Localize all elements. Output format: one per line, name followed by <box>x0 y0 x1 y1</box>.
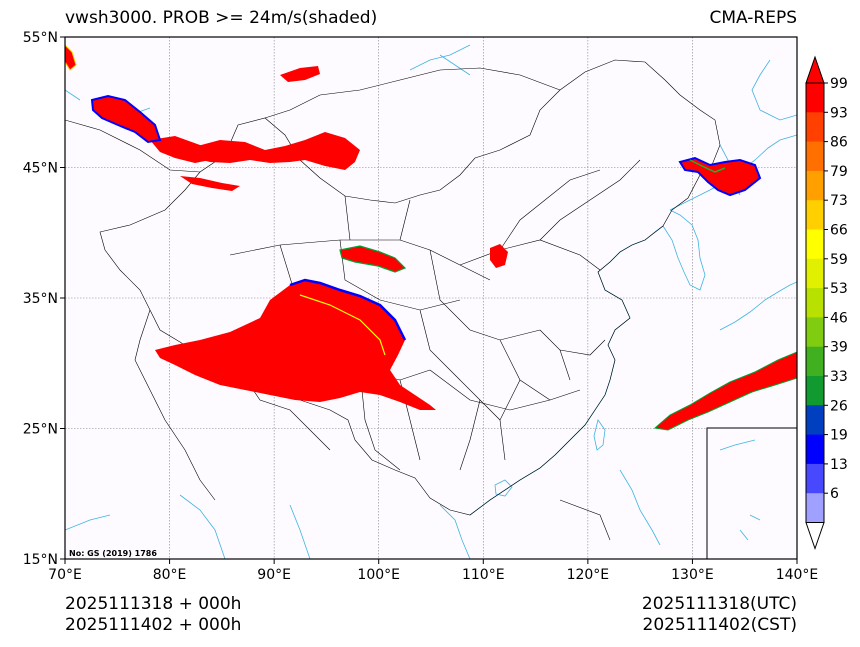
shade-kazakh <box>90 94 162 144</box>
shade-kaz-band <box>180 176 240 191</box>
init-time-block: 2025111318 + 000h 2025111402 + 000h <box>65 594 241 636</box>
init-time-cst: 2025111402 + 000h <box>65 615 242 635</box>
model-name: CMA-REPS <box>709 8 797 28</box>
colorbar-label: 53 <box>830 281 848 297</box>
coastline-hainan <box>494 479 513 497</box>
colorbar-segment <box>806 317 824 348</box>
colorbar-label: 13 <box>830 457 848 473</box>
colorbar-segment <box>806 83 824 113</box>
colorbar-label: 33 <box>830 369 848 385</box>
colorbar-label: 93 <box>830 105 848 121</box>
shade-qaidam <box>339 245 407 273</box>
colorbar-segment <box>806 200 824 230</box>
map-approval-number: No: GS (2019) 1786 <box>69 549 157 558</box>
colorbar: 99 93 86 79 73 66 59 53 46 39 33 26 19 13 6 <box>805 55 848 551</box>
colorbar-segment <box>806 141 824 172</box>
coastline-philippines <box>619 469 661 546</box>
shade-pacific <box>653 351 797 431</box>
init-time-utc: 2025111318 + 000h <box>65 594 242 614</box>
colorbar-segment <box>806 346 824 377</box>
colorbar-label: 6 <box>830 486 839 502</box>
colorbar-label: 86 <box>830 135 848 151</box>
river-north <box>409 44 471 71</box>
colorbar-label: 73 <box>830 193 848 209</box>
lat-tick-label: 55°N <box>23 30 58 46</box>
shade-tibet <box>155 280 436 410</box>
gridlines <box>65 37 797 559</box>
colorbar-segment <box>806 405 824 436</box>
lat-tick-label: 15°N <box>23 552 58 568</box>
coastline-india-east <box>289 504 311 559</box>
lat-tick-label: 45°N <box>23 161 58 177</box>
shade-tibet-inner-yellow <box>299 294 386 356</box>
shade-siberia <box>280 66 320 82</box>
colorbar-segment <box>806 434 824 465</box>
coastline-india <box>179 494 226 559</box>
colorbar-segment <box>806 258 824 289</box>
colorbar-label: 46 <box>830 310 848 326</box>
coastline-okhotsk <box>751 59 797 121</box>
coastline-arabian <box>65 514 111 531</box>
colorbar-segment <box>806 112 824 143</box>
inset-islands <box>719 439 761 541</box>
colorbar-segment <box>806 170 824 201</box>
aral-sea <box>65 89 81 101</box>
province-borders <box>229 159 641 471</box>
lon-tick-label: 130°E <box>671 567 714 583</box>
colorbar-segment <box>806 463 824 494</box>
colorbar-label: 79 <box>830 164 848 180</box>
colorbar-label: 26 <box>830 398 848 414</box>
colorbar-label: 59 <box>830 252 848 268</box>
colorbar-label: 39 <box>830 340 848 356</box>
colorbar-segment <box>806 288 824 318</box>
lon-tick-label: 120°E <box>567 567 610 583</box>
coastline-korea <box>662 209 706 291</box>
valid-time-block: 2025111318(UTC) 2025111402(CST) <box>642 594 797 636</box>
lon-tick-label: 100°E <box>357 567 400 583</box>
colorbar-bottom-arrow <box>805 522 825 551</box>
coastline-taiwan <box>593 419 606 451</box>
probability-shading <box>65 44 797 431</box>
colorbar-label: 66 <box>830 223 848 239</box>
kazakh-border <box>65 119 201 173</box>
lon-tick-label: 70°E <box>48 567 82 583</box>
valid-time-cst: 2025111402(CST) <box>642 615 797 635</box>
colorbar-top-arrow <box>805 55 825 84</box>
coastline-japan <box>719 281 797 331</box>
colorbar-segment <box>806 493 824 523</box>
colorbar-label: 19 <box>830 428 848 444</box>
political-borders <box>65 59 721 541</box>
lon-tick-label: 90°E <box>257 567 291 583</box>
colorbar-label: 99 <box>830 76 848 92</box>
valid-time-utc: 2025111318(UTC) <box>641 594 797 614</box>
colorbar-segment <box>806 229 824 260</box>
shade-caspian <box>65 44 77 71</box>
colorbar-frame <box>805 82 825 523</box>
india-border <box>134 309 331 501</box>
chart-title: vwsh3000. PROB >= 24m/s(shaded) <box>65 8 378 28</box>
shade-mongolia-w <box>190 132 360 170</box>
sea-border-dashed <box>559 499 611 541</box>
shade-manchuria-green <box>689 159 726 173</box>
lon-tick-label: 140°E <box>776 567 819 583</box>
axis: 70°E 80°E 90°E 100°E 110°E 120°E 130°E 140°E 55°… <box>23 30 819 583</box>
lat-tick-label: 35°N <box>23 291 58 307</box>
coastline-vietnam <box>439 504 471 559</box>
lat-tick-label: 25°N <box>23 422 58 438</box>
lake-baikal <box>439 54 471 76</box>
lon-tick-label: 110°E <box>462 567 505 583</box>
china-border <box>99 59 721 516</box>
colorbar-segment <box>806 376 824 406</box>
shade-ordos <box>490 244 508 268</box>
lon-tick-label: 80°E <box>153 567 187 583</box>
shade-tibet-blue-edge <box>289 278 407 341</box>
south-china-sea-inset <box>706 427 797 559</box>
mongolia-border <box>264 67 561 119</box>
shade-manchuria <box>678 156 762 197</box>
